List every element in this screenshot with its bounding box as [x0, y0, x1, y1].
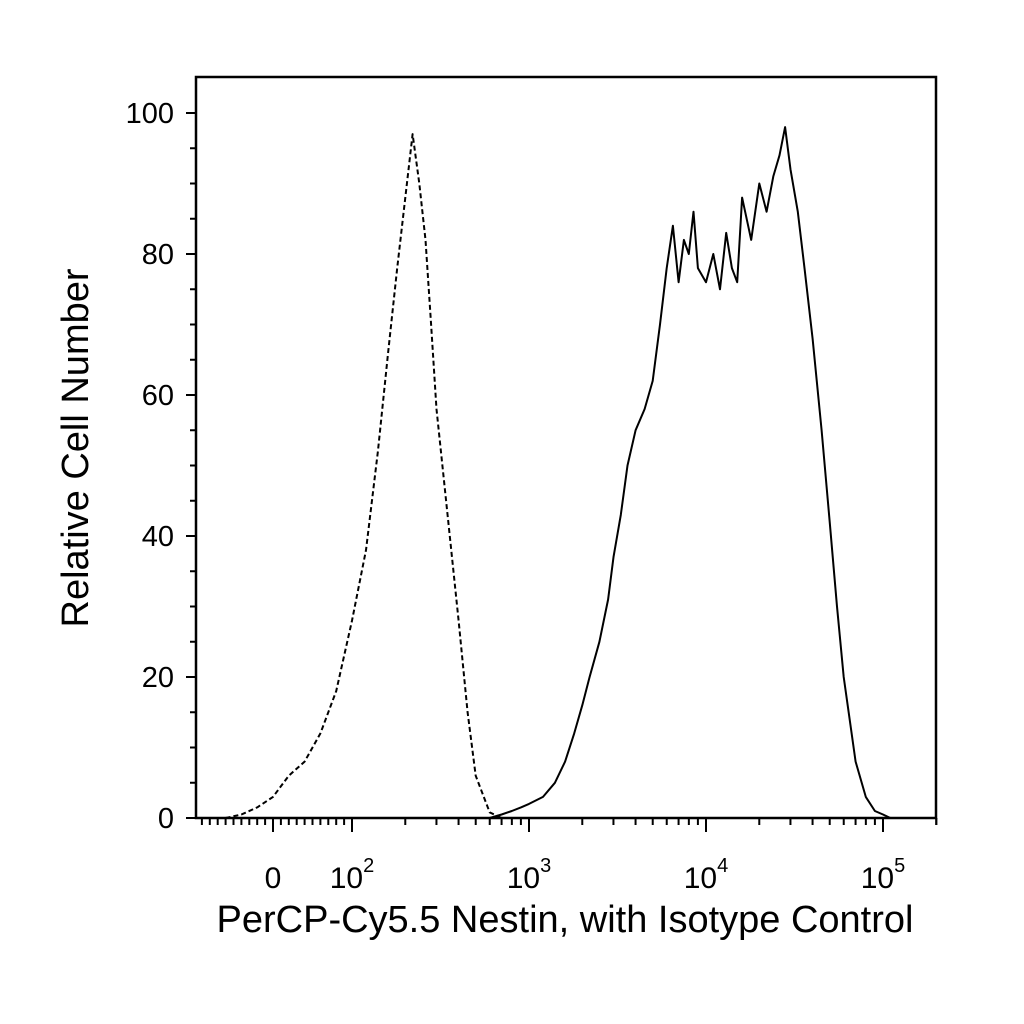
- x-tick-label: 102: [330, 855, 375, 895]
- x-tick-label: 0: [265, 862, 282, 895]
- y-tick-label: 0: [158, 803, 174, 835]
- y-tick-label: 40: [142, 521, 174, 553]
- nestin-line: [489, 126, 937, 819]
- x-tick-labels: 0 102 103 104 105: [265, 855, 906, 895]
- x-axis-title: PerCP-Cy5.5 Nestin, with Isotype Control: [217, 899, 914, 941]
- plot-frame: [194, 75, 938, 820]
- axis-ticks: [186, 112, 938, 832]
- y-tick-labels: 0 20 40 60 80 100: [126, 98, 174, 835]
- y-tick-label: 60: [142, 380, 174, 412]
- isotype-control-line: [225, 133, 937, 819]
- x-tick-label: 105: [861, 855, 906, 895]
- y-tick-label: 80: [142, 239, 174, 271]
- x-tick-label: 104: [684, 855, 729, 895]
- series-layer: [225, 126, 937, 819]
- y-tick-label: 20: [142, 662, 174, 694]
- y-tick-label: 100: [126, 98, 174, 130]
- y-axis-title: Relative Cell Number: [55, 268, 97, 627]
- x-tick-label: 103: [507, 855, 552, 895]
